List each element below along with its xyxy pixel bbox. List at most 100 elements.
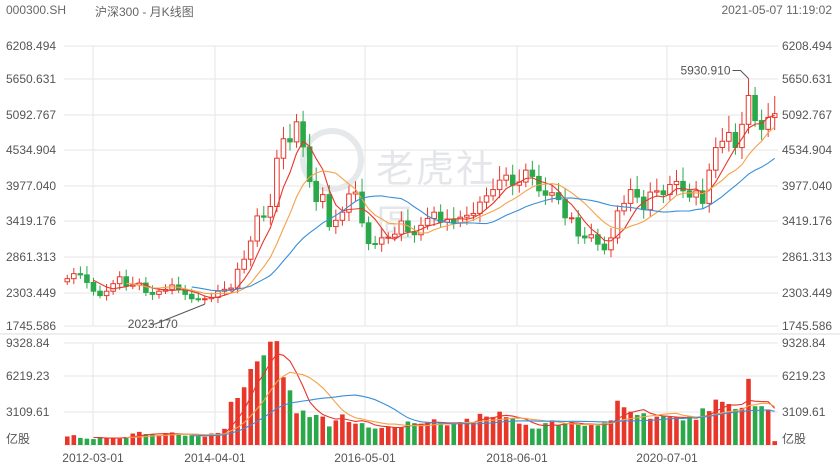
candle-down	[359, 191, 365, 224]
volume-bar	[530, 428, 535, 445]
price-tick-right: 5650.631	[782, 72, 832, 86]
volume-bar	[215, 432, 221, 445]
candle-up	[392, 233, 398, 238]
min-annotation-label: 2023.170	[128, 317, 178, 331]
volume-bar	[425, 422, 430, 445]
candle-up	[234, 268, 241, 289]
volume-bar	[680, 420, 686, 445]
candle-up	[424, 217, 431, 226]
volume-bar	[510, 418, 515, 445]
volume-bar	[64, 436, 70, 445]
volume-bar	[392, 426, 398, 445]
price-tick-right: 2303.449	[782, 286, 832, 300]
volume-bar	[661, 416, 666, 445]
volume-bar	[739, 407, 745, 445]
volume-bar	[104, 437, 109, 445]
volume-bar	[444, 425, 450, 445]
volume-bar	[556, 425, 561, 445]
volume-bar	[182, 435, 188, 445]
candle-up	[490, 189, 496, 197]
candle-down	[660, 190, 667, 196]
candle-up	[346, 193, 352, 213]
price-tick-right: 4534.904	[782, 143, 832, 157]
volume-bar	[379, 428, 384, 445]
volume-bar	[333, 420, 339, 445]
timestamp: 2021-05-07 11:19:02	[721, 3, 832, 17]
volume-bar	[235, 397, 240, 445]
candle-down	[97, 290, 103, 297]
chart-title: 沪深300 - 月K线图	[95, 5, 194, 19]
price-ma5-line	[93, 114, 775, 299]
candle-up	[470, 212, 477, 216]
candle-up	[228, 287, 234, 290]
candle-up	[627, 189, 634, 204]
candle-down	[188, 293, 195, 300]
candle-up	[254, 215, 261, 242]
volume-bar	[228, 401, 234, 445]
candle-up	[608, 237, 614, 251]
candle-up	[398, 220, 405, 235]
volume-bar	[523, 424, 529, 445]
candle-up	[477, 201, 483, 214]
security-code: 000300.SH	[6, 3, 67, 17]
volume-bar	[78, 437, 83, 445]
candle-down	[562, 199, 568, 219]
volume-bar	[366, 427, 371, 445]
volume-bar	[163, 432, 168, 445]
candle-down	[536, 175, 542, 192]
candle-up	[647, 191, 654, 211]
candle-down	[84, 274, 90, 283]
volume-bar	[693, 419, 699, 445]
candle-up	[496, 179, 503, 191]
volume-bar	[359, 423, 365, 445]
price-tick-right: 6208.494	[782, 39, 832, 53]
volume-bar	[733, 408, 738, 445]
price-tick-left: 6208.494	[6, 39, 56, 53]
volume-bar	[634, 414, 640, 445]
volume-bar	[346, 422, 352, 445]
volume-tick-left: 3109.61	[6, 405, 50, 419]
volume-bar	[300, 410, 306, 445]
volume-bar	[687, 416, 692, 445]
candle-up	[378, 237, 385, 245]
candle-down	[149, 291, 156, 295]
candle-up	[64, 278, 71, 283]
x-tick-label: 2018-06-01	[486, 451, 548, 465]
volume-bar	[752, 406, 758, 445]
price-ma20-line	[191, 157, 776, 292]
price-tick-right: 2861.313	[782, 250, 832, 264]
volume-bar	[110, 437, 116, 445]
volume-bar	[471, 422, 476, 445]
candle-down	[509, 174, 516, 186]
volume-bar	[150, 434, 155, 445]
volume-bar	[412, 423, 417, 445]
candle-up	[719, 140, 726, 149]
price-tick-right: 5092.767	[782, 108, 832, 122]
candle-up	[523, 169, 529, 183]
x-tick-label: 2020-07-01	[636, 451, 698, 465]
price-tick-left: 2303.449	[6, 286, 56, 300]
volume-bar	[313, 414, 319, 445]
volume-bar	[667, 417, 673, 445]
volume-bar	[484, 416, 489, 445]
volume-bar	[674, 417, 679, 445]
price-tick-right: 3419.176	[782, 214, 832, 228]
price-tick-left: 3419.176	[6, 214, 56, 228]
candle-up	[693, 190, 699, 198]
candle-down	[575, 217, 582, 237]
volume-bar	[169, 432, 175, 445]
max-annotation-leader	[732, 69, 749, 79]
volume-bar	[209, 433, 214, 445]
candle-down	[90, 281, 97, 292]
volume-bar	[503, 417, 509, 445]
volume-bar	[268, 341, 273, 445]
volume-bar	[458, 422, 463, 445]
volume-bar	[608, 420, 614, 445]
volume-bar	[274, 341, 280, 445]
candle-down	[77, 273, 84, 276]
volume-bar	[726, 403, 732, 445]
volume-bar	[123, 437, 129, 445]
volume-tick-right: 9328.84	[782, 336, 826, 350]
volume-bar	[536, 428, 542, 445]
